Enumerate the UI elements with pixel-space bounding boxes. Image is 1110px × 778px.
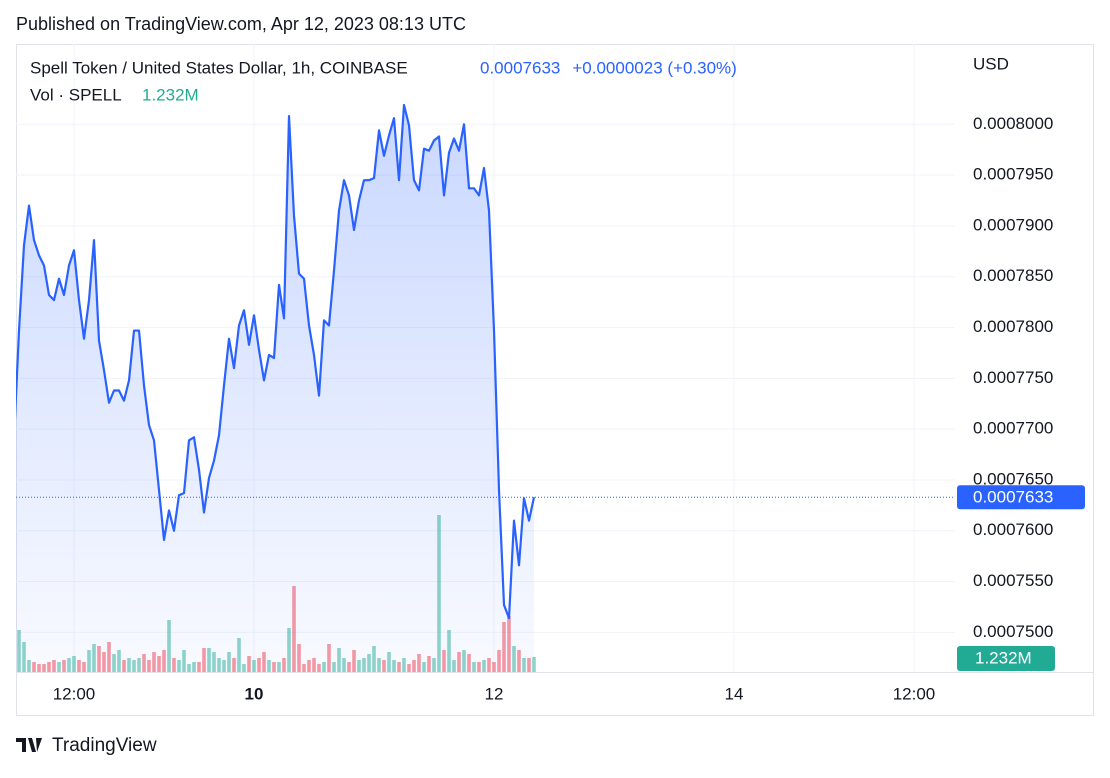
- y-tick-label: 0.0007900: [973, 215, 1053, 234]
- y-tick-label: 0.0007850: [973, 266, 1053, 285]
- y-tick-label: 0.0007950: [973, 165, 1053, 184]
- x-tick-label: 12:00: [53, 684, 96, 703]
- y-tick-label: 0.0008000: [973, 114, 1053, 133]
- volume-legend: Vol · SPELL: [30, 85, 122, 104]
- y-tick-label: 0.0007650: [973, 469, 1053, 488]
- x-tick-label: 14: [725, 684, 744, 703]
- currency-label: USD: [973, 54, 1009, 73]
- y-tick-label: 0.0007800: [973, 317, 1053, 336]
- y-tick-label: 0.0007750: [973, 368, 1053, 387]
- x-tick-label: 10: [245, 684, 264, 703]
- published-note: Published on TradingView.com, Apr 12, 20…: [16, 14, 466, 34]
- x-tick-label: 12:00: [893, 684, 936, 703]
- volume-legend-value: 1.232M: [142, 85, 199, 104]
- last-price: 0.0007633: [480, 58, 560, 77]
- y-tick-label: 0.0007600: [973, 520, 1053, 539]
- plot: [12, 103, 536, 672]
- logo-icon: [16, 738, 42, 752]
- y-tick-label: 0.0007700: [973, 419, 1053, 438]
- last-price-box: [957, 485, 1085, 510]
- last-volume-box: [957, 646, 1055, 671]
- overlay: 0.00075000.00075500.00076000.00076500.00…: [16, 114, 1085, 703]
- price-change: +0.0000023 (+0.30%): [572, 58, 736, 77]
- price-line: [16, 103, 536, 620]
- y-tick-label: 0.0007550: [973, 571, 1053, 590]
- footer-brand: TradingView: [52, 735, 157, 756]
- last-volume-label: 1.232M: [975, 648, 1032, 667]
- x-tick-label: 12: [485, 684, 504, 703]
- volume-bar: [12, 657, 16, 672]
- chart-title: Spell Token / United States Dollar, 1h, …: [30, 58, 408, 77]
- y-tick-label: 0.0007500: [973, 622, 1053, 641]
- logo: [16, 738, 42, 752]
- price-area: [16, 104, 534, 672]
- last-price-label: 0.0007633: [973, 488, 1053, 507]
